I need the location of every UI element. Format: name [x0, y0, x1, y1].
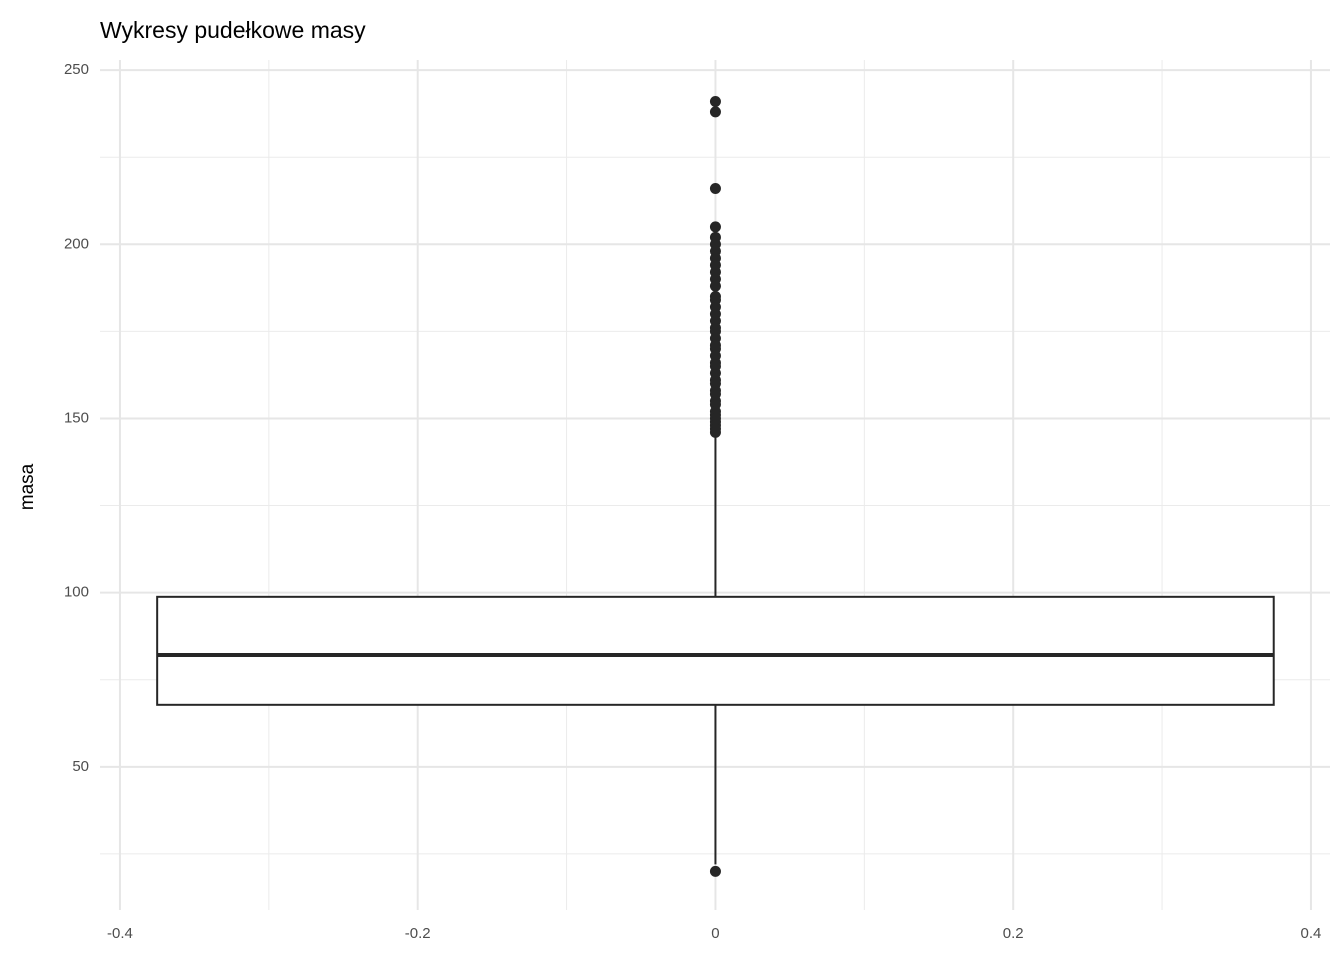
outlier: [709, 280, 721, 292]
y-tick-label: 150: [64, 409, 89, 426]
y-tick-label: 200: [64, 235, 89, 252]
outlier: [709, 183, 721, 195]
outlier: [709, 106, 721, 118]
x-tick-label: 0.4: [1301, 925, 1322, 942]
y-axis-label: masa: [17, 463, 38, 510]
y-tick-label: 50: [72, 758, 89, 775]
x-tick-label: -0.2: [405, 925, 431, 942]
outlier: [709, 95, 721, 107]
outlier: [709, 426, 721, 438]
x-tick-label: 0.2: [1003, 925, 1024, 942]
chart-title: Wykresy pudełkowe masy: [100, 17, 366, 43]
outlier: [709, 221, 721, 233]
box: [156, 595, 1275, 706]
x-tick-label: -0.4: [107, 925, 133, 942]
y-tick-label: 250: [64, 61, 89, 78]
y-tick-label: 100: [64, 584, 89, 601]
x-tick-label: 0: [711, 925, 719, 942]
outlier: [709, 865, 721, 877]
